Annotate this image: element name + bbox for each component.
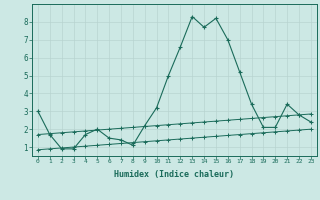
X-axis label: Humidex (Indice chaleur): Humidex (Indice chaleur) bbox=[115, 170, 234, 179]
